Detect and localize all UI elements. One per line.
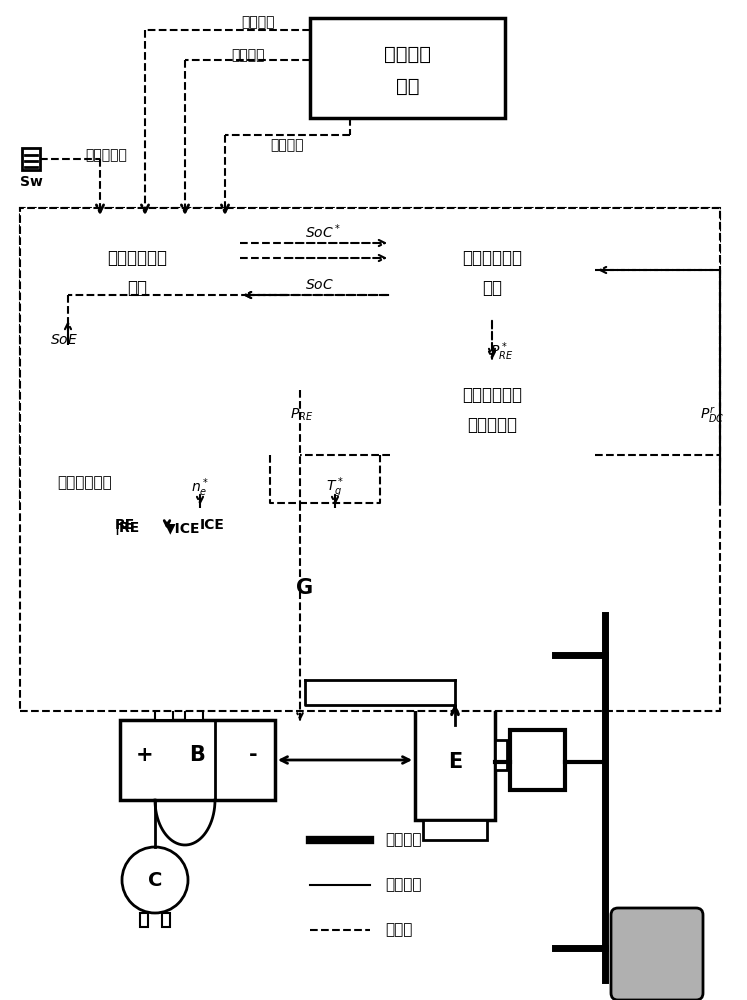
Text: 车载导航: 车载导航	[384, 44, 431, 64]
Bar	[390, 223, 595, 318]
Text: 地理信息: 地理信息	[232, 48, 265, 62]
Text: ▼ICE: ▼ICE	[165, 521, 200, 535]
Text: 整车控制系统: 整车控制系统	[58, 476, 112, 490]
Text: $P_{RE}$: $P_{RE}$	[290, 407, 313, 423]
Text: 电量轨迹规划: 电量轨迹规划	[108, 249, 167, 267]
Text: 能量管理控制: 能量管理控制	[462, 249, 522, 267]
FancyBboxPatch shape	[100, 525, 275, 680]
Text: $SoC$: $SoC$	[305, 278, 334, 292]
Bar	[423, 820, 487, 840]
Text: $n^*_e$: $n^*_e$	[191, 477, 209, 499]
Ellipse shape	[182, 594, 202, 620]
Text: 工况信息: 工况信息	[270, 138, 303, 152]
Bar	[20, 208, 720, 711]
Text: G: G	[297, 578, 314, 598]
Bar	[100, 508, 370, 693]
Text: 位置信息: 位置信息	[241, 15, 275, 29]
Text: ICE: ICE	[200, 518, 225, 532]
Bar	[278, 503, 332, 528]
Bar	[390, 360, 595, 455]
Text: B: B	[190, 745, 205, 765]
Bar	[140, 913, 148, 927]
Text: 调控制模块: 调控制模块	[468, 416, 518, 434]
Bar	[278, 658, 332, 680]
Text: C: C	[148, 870, 162, 890]
Text: 机械连接: 机械连接	[385, 832, 421, 848]
Bar	[268, 390, 378, 450]
Text: $SoE$: $SoE$	[50, 333, 78, 347]
Text: E: E	[448, 752, 462, 772]
Text: $T^*_g$: $T^*_g$	[326, 476, 344, 500]
Bar	[415, 705, 495, 820]
Text: +: +	[136, 745, 154, 765]
Text: 模块: 模块	[128, 279, 147, 297]
Text: |RE: |RE	[115, 521, 140, 535]
Bar	[270, 528, 340, 658]
Circle shape	[122, 847, 188, 913]
Bar	[185, 708, 203, 720]
Text: $P^r_{DC}$: $P^r_{DC}$	[700, 405, 725, 425]
Bar	[268, 395, 373, 503]
Bar	[22, 148, 40, 170]
Bar	[495, 740, 507, 770]
Bar	[155, 708, 173, 720]
Text: Sw: Sw	[19, 175, 43, 189]
Bar	[162, 913, 170, 927]
Bar	[35, 223, 240, 318]
Bar	[20, 208, 720, 503]
Bar	[423, 685, 487, 705]
Bar	[510, 730, 565, 790]
Text: 模块: 模块	[483, 279, 503, 297]
Text: -: -	[249, 745, 257, 765]
Text: 系统: 系统	[396, 77, 419, 96]
FancyBboxPatch shape	[611, 603, 703, 695]
Bar	[310, 18, 505, 118]
Ellipse shape	[212, 594, 232, 620]
Text: $SoC^*$: $SoC^*$	[305, 223, 341, 241]
Bar	[120, 720, 275, 800]
Text: RE: RE	[115, 518, 135, 532]
Text: 动力性期望: 动力性期望	[85, 148, 127, 162]
Text: 增程器动态协: 增程器动态协	[462, 386, 522, 404]
Ellipse shape	[152, 594, 172, 620]
Text: $P^*_{RE}$: $P^*_{RE}$	[490, 341, 513, 363]
Text: 信号流: 信号流	[385, 922, 412, 938]
Ellipse shape	[122, 594, 142, 620]
FancyBboxPatch shape	[611, 908, 703, 1000]
Text: 电气连接: 电气连接	[385, 878, 421, 892]
